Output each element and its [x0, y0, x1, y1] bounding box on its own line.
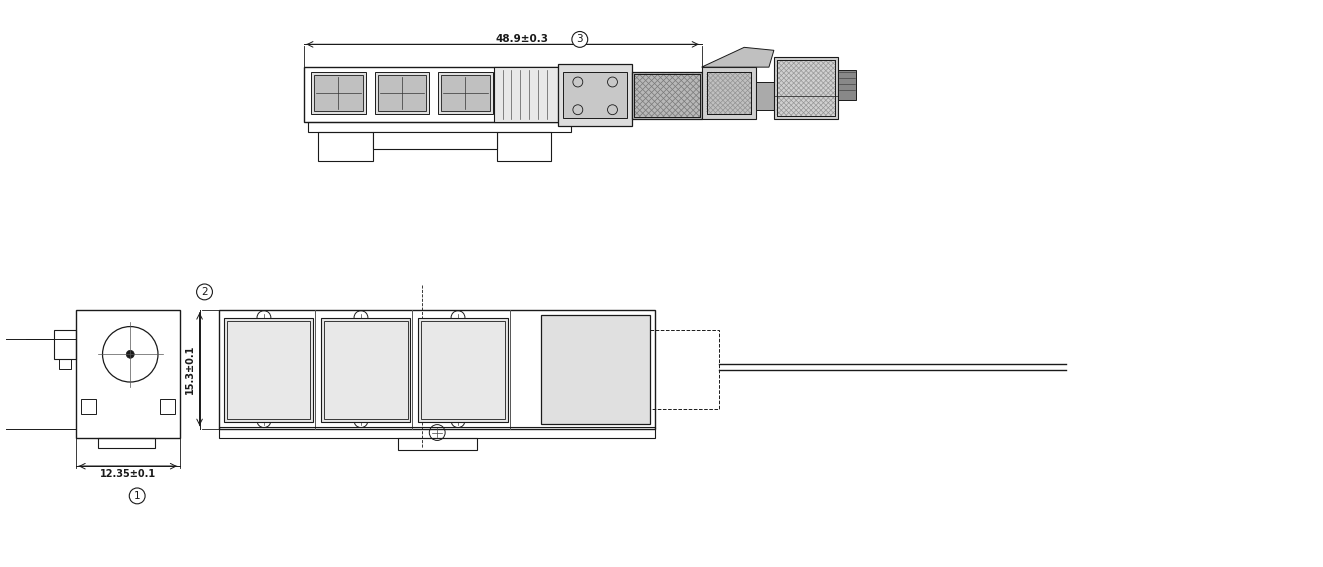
Bar [541, 315, 650, 424]
Bar [706, 72, 751, 113]
Bar [777, 60, 835, 116]
Bar [558, 64, 632, 125]
Bar [774, 57, 839, 119]
Bar [308, 121, 572, 132]
Bar [374, 72, 429, 113]
Bar [706, 72, 751, 113]
Bar [632, 72, 701, 119]
Bar [634, 74, 700, 117]
Bar [311, 72, 366, 113]
Bar [634, 74, 700, 117]
Bar [441, 75, 490, 111]
Text: 48.9±0.3: 48.9±0.3 [496, 35, 549, 44]
Text: 1: 1 [134, 491, 140, 501]
Bar [564, 72, 627, 117]
Bar [839, 70, 856, 100]
Bar [321, 318, 410, 422]
Bar [324, 320, 407, 418]
Bar [373, 132, 496, 149]
Bar [81, 399, 95, 414]
Text: 12.35±0.1: 12.35±0.1 [99, 469, 156, 479]
Bar [701, 67, 755, 119]
Bar [228, 320, 311, 418]
Bar [398, 438, 476, 450]
Bar [755, 82, 775, 110]
Bar [319, 132, 373, 161]
Circle shape [572, 32, 587, 47]
Circle shape [130, 488, 146, 504]
Polygon shape [701, 47, 774, 67]
Bar [98, 438, 155, 448]
Bar [777, 60, 835, 116]
Bar [650, 329, 720, 409]
Circle shape [197, 284, 213, 300]
Bar [220, 310, 655, 429]
Circle shape [126, 350, 134, 358]
Bar [303, 67, 610, 121]
Bar [422, 320, 504, 418]
Text: 3: 3 [577, 35, 583, 44]
Text: 15.3±0.1: 15.3±0.1 [185, 345, 194, 394]
Bar [496, 132, 552, 161]
Text: 2: 2 [201, 287, 208, 297]
Bar [220, 426, 655, 438]
Bar [438, 72, 492, 113]
Bar [60, 359, 71, 369]
Bar [75, 310, 180, 438]
Bar [493, 67, 558, 121]
Bar [315, 75, 363, 111]
Bar [378, 75, 426, 111]
Bar [225, 318, 314, 422]
Bar [160, 399, 175, 414]
Bar [54, 329, 75, 359]
Bar [706, 72, 751, 113]
Bar [418, 318, 508, 422]
